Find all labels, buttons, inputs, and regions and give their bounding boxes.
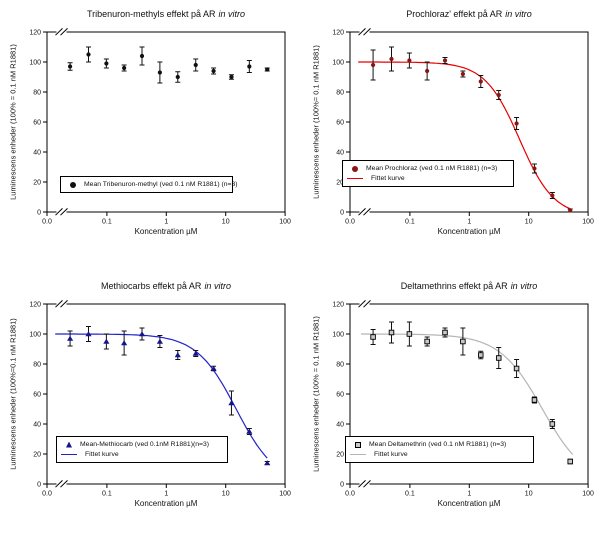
chart-title: Prochloraz' effekt på AR in vitro xyxy=(350,9,588,19)
svg-text:10: 10 xyxy=(222,491,230,498)
svg-text:0: 0 xyxy=(340,481,344,488)
chart-title: Deltamethrins effekt på AR in vitro xyxy=(350,281,588,291)
svg-text:80: 80 xyxy=(33,89,41,96)
chart-methiocarb: Methiocarbs effekt på AR in vitro Lumines… xyxy=(0,272,303,544)
chart-title-italic: in vitro xyxy=(505,9,532,19)
svg-text:100: 100 xyxy=(582,219,594,226)
chart-tribenuron-methyl: Tribenuron-methyls effekt på AR in vitro … xyxy=(0,0,303,272)
x-axis-label: Koncentration µM xyxy=(437,227,501,236)
svg-text:100: 100 xyxy=(279,219,291,226)
chart-title-text: Prochloraz' effekt på AR xyxy=(406,9,503,19)
chart-title-italic: in vitro xyxy=(218,9,246,19)
svg-text:1: 1 xyxy=(164,491,168,498)
legend-entry-mean: Mean-Methiocarb (ved 0.1nM R1881)(n=3) xyxy=(63,441,221,448)
svg-text:1: 1 xyxy=(467,219,471,226)
fitted-curve-line-icon xyxy=(61,453,77,456)
svg-text:100: 100 xyxy=(29,331,41,338)
svg-text:40: 40 xyxy=(33,149,41,156)
mean-marker-icon xyxy=(355,441,361,448)
chart-prochloraz: Prochloraz' effekt på AR in vitro Lumines… xyxy=(303,0,606,272)
svg-text:0: 0 xyxy=(37,481,41,488)
plot-area: 0 20 40 60 80 100 120 0.0 0.1 1 10 100 xyxy=(29,300,291,498)
chart-title-italic: in vitro xyxy=(204,281,231,291)
svg-text:100: 100 xyxy=(29,59,41,66)
legend: Mean Deltamethrin (ved 0.1 nM R1881) (n=… xyxy=(345,436,534,463)
svg-text:10: 10 xyxy=(222,219,230,226)
chart-deltamethrin: Deltamethrins effekt på AR in vitro Lumin… xyxy=(303,272,606,544)
svg-text:40: 40 xyxy=(33,421,41,428)
svg-text:100: 100 xyxy=(332,331,344,338)
legend: Mean Prochloraz (ved 0.1 nM R1881) (n=3)… xyxy=(342,160,514,187)
plot-area: 0 20 40 60 80 100 120 0.0 0.1 1 10 100 xyxy=(332,28,594,226)
legend-entry-fitted-curve: Fittet kurve xyxy=(350,451,527,458)
svg-text:80: 80 xyxy=(336,89,344,96)
svg-text:40: 40 xyxy=(336,149,344,156)
svg-text:0.0: 0.0 xyxy=(345,219,355,226)
chart-title-italic: in vitro xyxy=(510,281,538,291)
chart-title-text: Methiocarbs effekt på AR xyxy=(101,281,202,291)
fitted-curve-line-icon xyxy=(350,453,366,456)
svg-text:40: 40 xyxy=(336,421,344,428)
svg-text:10: 10 xyxy=(525,219,533,226)
svg-text:100: 100 xyxy=(279,491,291,498)
mean-marker-icon xyxy=(70,181,76,188)
svg-text:0.1: 0.1 xyxy=(405,219,415,226)
legend-entry-mean: Mean Prochloraz (ved 0.1 nM R1881) (n=3) xyxy=(349,165,507,172)
chart-title: Tribenuron-methyls effekt på AR in vitro xyxy=(47,9,285,19)
svg-text:80: 80 xyxy=(336,361,344,368)
fitted-curve-line-icon xyxy=(347,177,363,180)
legend-entry-mean: Mean Deltamethrin (ved 0.1 nM R1881) (n=… xyxy=(352,441,527,448)
legend-label: Mean-Methiocarb (ved 0.1nM R1881)(n=3) xyxy=(80,441,210,448)
svg-text:60: 60 xyxy=(336,391,344,398)
svg-text:0: 0 xyxy=(37,209,41,216)
svg-text:80: 80 xyxy=(33,361,41,368)
legend-label: Fittet kurve xyxy=(371,175,405,182)
svg-text:20: 20 xyxy=(336,451,344,458)
svg-text:20: 20 xyxy=(33,451,41,458)
x-axis-label: Koncentration µM xyxy=(134,499,198,508)
x-axis-label: Koncentration µM xyxy=(134,227,198,236)
legend-entry-fitted-curve: Fittet kurve xyxy=(61,451,221,458)
svg-text:1: 1 xyxy=(164,219,168,226)
legend: Mean Tribenuron-methyl (ved 0.1 nM R1881… xyxy=(60,176,238,193)
svg-text:100: 100 xyxy=(332,59,344,66)
svg-text:60: 60 xyxy=(336,119,344,126)
svg-text:120: 120 xyxy=(332,301,344,308)
svg-text:0.0: 0.0 xyxy=(42,491,52,498)
legend-entry-fitted-curve: Fittet kurve xyxy=(347,175,507,182)
chart-title: Methiocarbs effekt på AR in vitro xyxy=(47,281,285,291)
legend-label: Fittet kurve xyxy=(374,451,408,458)
legend: Mean-Methiocarb (ved 0.1nM R1881)(n=3) F… xyxy=(56,436,228,463)
plot-area: 0 20 40 60 80 100 120 0.0 0.1 1 10 100 xyxy=(332,300,594,498)
svg-text:20: 20 xyxy=(33,179,41,186)
svg-text:120: 120 xyxy=(29,29,41,36)
svg-text:100: 100 xyxy=(582,491,594,498)
x-axis-label: Koncentration µM xyxy=(437,499,501,508)
svg-text:20: 20 xyxy=(336,179,344,186)
mean-marker-icon xyxy=(66,441,72,448)
chart-title-text: Deltamethrins effekt på AR xyxy=(400,281,508,291)
svg-text:0: 0 xyxy=(340,209,344,216)
legend-label: Mean Deltamethrin (ved 0.1 nM R1881) (n=… xyxy=(369,441,507,448)
legend-label: Mean Tribenuron-methyl (ved 0.1 nM R1881… xyxy=(84,181,238,188)
svg-text:10: 10 xyxy=(525,491,533,498)
svg-text:0.1: 0.1 xyxy=(102,219,112,226)
plot-area: 0 20 40 60 80 100 120 0.0 0.1 1 10 100 xyxy=(29,28,291,226)
legend-label: Mean Prochloraz (ved 0.1 nM R1881) (n=3) xyxy=(366,165,498,172)
svg-text:0.1: 0.1 xyxy=(102,491,112,498)
svg-text:60: 60 xyxy=(33,391,41,398)
legend-entry-mean: Mean Tribenuron-methyl (ved 0.1 nM R1881… xyxy=(67,181,238,188)
svg-text:0.0: 0.0 xyxy=(42,219,52,226)
svg-text:0.0: 0.0 xyxy=(345,491,355,498)
svg-text:120: 120 xyxy=(29,301,41,308)
mean-marker-icon xyxy=(352,165,358,172)
svg-text:60: 60 xyxy=(33,119,41,126)
svg-text:120: 120 xyxy=(332,29,344,36)
svg-text:1: 1 xyxy=(467,491,471,498)
legend-label: Fittet kurve xyxy=(85,451,119,458)
chart-title-text: Tribenuron-methyls effekt på AR xyxy=(86,9,216,19)
svg-text:0.1: 0.1 xyxy=(405,491,415,498)
